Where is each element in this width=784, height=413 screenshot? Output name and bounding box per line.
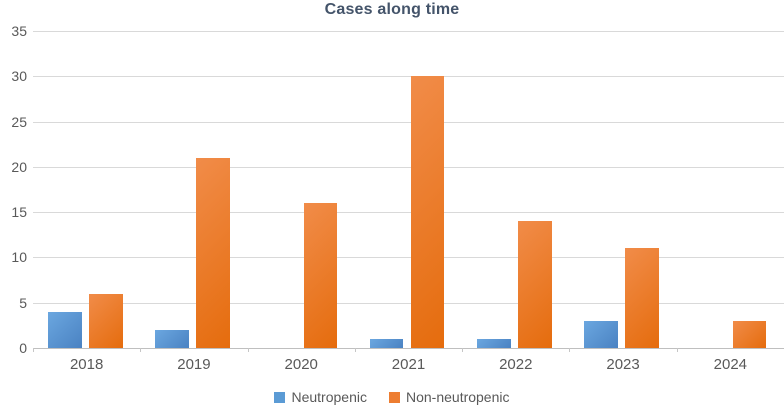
y-axis-tick-label: 15 (11, 204, 27, 221)
legend: Neutropenic Non-neutropenic (0, 386, 784, 408)
x-axis-line (33, 348, 784, 349)
y-axis-tick-label: 25 (11, 113, 27, 130)
plot-area (33, 31, 784, 349)
x-axis-tick-label: 2020 (284, 356, 318, 373)
y-axis-tick-label: 20 (11, 158, 27, 175)
legend-item-neutropenic: Neutropenic (274, 389, 367, 405)
legend-label: Non-neutropenic (405, 389, 510, 405)
x-axis-tick-label: 2021 (391, 356, 426, 373)
x-axis-labels: 2018 2019 2020 2021 2022 2023 2024 (33, 355, 784, 375)
x-axis-tick (569, 348, 571, 352)
x-axis-tick (33, 348, 34, 352)
gridline (33, 121, 784, 123)
x-axis-tick (462, 348, 464, 352)
bar-non-neutropenic-2020 (303, 203, 338, 348)
gridline (33, 76, 784, 78)
y-axis-tick-label: 35 (11, 23, 27, 39)
legend-item-non-neutropenic: Non-neutropenic (388, 389, 510, 405)
x-axis-tick (354, 348, 356, 352)
legend-swatch-icon (388, 391, 400, 403)
x-axis-tick-label: 2024 (713, 356, 748, 373)
bar-non-neutropenic-2021 (410, 76, 445, 348)
gridline (33, 31, 784, 32)
x-axis-tick (140, 348, 142, 352)
bar-neutropenic-2019 (155, 329, 189, 348)
bar-neutropenic-2023 (584, 320, 618, 348)
y-axis-tick-label: 0 (19, 340, 27, 356)
y-axis-tick-label: 10 (11, 249, 27, 266)
y-axis-tick-label: 30 (11, 68, 27, 85)
chart-title: Cases along time (324, 1, 460, 18)
x-axis-tick-label: 2023 (606, 356, 640, 373)
gridline (33, 302, 784, 304)
bar-neutropenic-2022 (477, 338, 511, 348)
legend-swatch-icon (274, 391, 286, 403)
y-axis-labels: 0 5 10 15 20 25 30 35 (0, 23, 27, 356)
x-axis-ticks (33, 348, 784, 353)
x-axis-tick-label: 2018 (69, 356, 104, 373)
bar-non-neutropenic-2019 (196, 157, 230, 348)
gridline (33, 212, 784, 214)
bar-neutropenic-2018 (48, 311, 82, 348)
gridline (33, 257, 784, 259)
bar-non-neutropenic-2024 (732, 320, 767, 348)
bar-neutropenic-2021 (369, 338, 404, 348)
x-axis-tick-label: 2019 (177, 356, 211, 373)
x-axis-tick (676, 348, 678, 352)
bar-non-neutropenic-2023 (625, 248, 659, 348)
x-axis-tick (247, 348, 249, 352)
x-axis-tick-label: 2022 (499, 356, 533, 373)
bar-non-neutropenic-2018 (89, 293, 123, 348)
y-axis-tick-label: 5 (19, 294, 27, 311)
bar-non-neutropenic-2022 (518, 221, 552, 348)
gridline (33, 166, 784, 168)
legend-label: Neutropenic (291, 389, 367, 405)
